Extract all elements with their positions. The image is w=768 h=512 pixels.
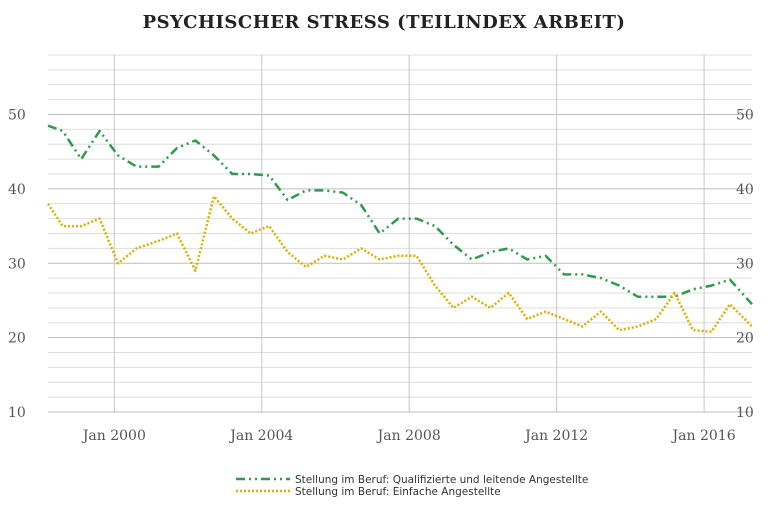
y-tick-label: 20 <box>8 331 26 347</box>
series-line-1 <box>47 124 753 306</box>
y-tick-label: 10 <box>736 405 754 421</box>
series-line-2 <box>46 195 753 333</box>
x-tick-label: Jan 2000 <box>81 428 146 444</box>
y-ticks-right: 10 20 30 40 50 <box>736 108 754 422</box>
y-tick-label: 40 <box>8 182 26 198</box>
x-ticks: Jan 2000 Jan 2004 Jan 2008 Jan 2012 Jan 2016 <box>81 428 736 444</box>
y-tick-label: 50 <box>8 108 26 124</box>
y-ticks-left: 10 20 30 40 50 <box>8 108 26 422</box>
y-tick-label: 20 <box>736 331 754 347</box>
y-tick-label: 30 <box>736 256 754 272</box>
y-tick-label: 30 <box>8 256 26 272</box>
x-tick-label: Jan 2016 <box>671 428 736 444</box>
legend: Stellung im Beruf: Qualifizierte und lei… <box>236 474 588 498</box>
series-lines <box>46 124 753 333</box>
x-tick-label: Jan 2008 <box>376 428 441 444</box>
grid <box>48 54 752 413</box>
legend-label: Stellung im Beruf: Qualifizierte und lei… <box>295 474 588 486</box>
chart-title: PSYCHISCHER STRESS (TEILINDEX ARBEIT) <box>143 12 626 33</box>
legend-label: Stellung im Beruf: Einfache Angestellte <box>295 486 501 498</box>
y-tick-label: 10 <box>8 405 26 421</box>
x-tick-label: Jan 2012 <box>523 428 588 444</box>
y-tick-label: 50 <box>736 108 754 124</box>
y-tick-label: 40 <box>736 182 754 198</box>
x-tick-label: Jan 2004 <box>228 428 293 444</box>
